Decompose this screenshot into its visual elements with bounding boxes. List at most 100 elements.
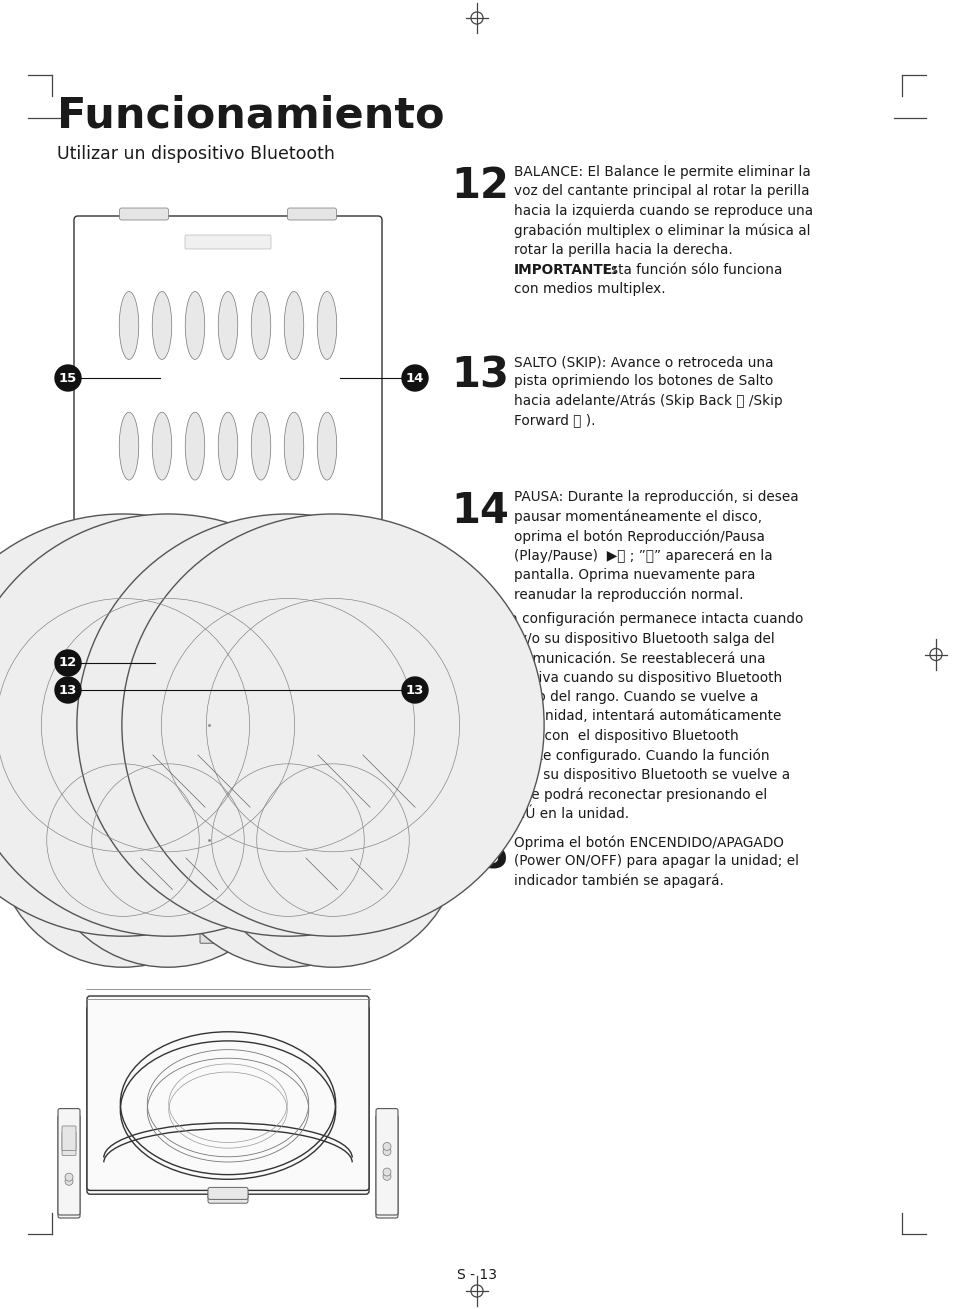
Circle shape bbox=[55, 365, 81, 391]
Ellipse shape bbox=[251, 292, 271, 360]
FancyBboxPatch shape bbox=[58, 1109, 80, 1215]
Text: hacia adelante/Atrás (Skip Back ⏮ /Skip: hacia adelante/Atrás (Skip Back ⏮ /Skip bbox=[514, 394, 781, 408]
Text: indicador también se apagará.: indicador también se apagará. bbox=[514, 874, 723, 889]
Circle shape bbox=[401, 677, 428, 703]
Text: pausar momentáneamente el disco,: pausar momentáneamente el disco, bbox=[514, 509, 761, 524]
Text: Utilizar un dispositivo Bluetooth: Utilizar un dispositivo Bluetooth bbox=[57, 145, 335, 164]
FancyBboxPatch shape bbox=[185, 236, 271, 249]
Text: BALANCE: El Balance le permite eliminar la: BALANCE: El Balance le permite eliminar … bbox=[514, 165, 810, 179]
Text: 14: 14 bbox=[405, 372, 424, 385]
Ellipse shape bbox=[317, 579, 336, 620]
FancyBboxPatch shape bbox=[87, 1007, 369, 1194]
Text: (Power ON/OFF) para apagar la unidad; el: (Power ON/OFF) para apagar la unidad; el bbox=[514, 855, 799, 868]
Ellipse shape bbox=[284, 652, 303, 692]
Ellipse shape bbox=[152, 292, 172, 360]
Text: 15: 15 bbox=[59, 372, 77, 385]
FancyBboxPatch shape bbox=[185, 545, 271, 559]
Text: hacia la izquierda cuando se reproduce una: hacia la izquierda cuando se reproduce u… bbox=[514, 204, 812, 219]
Text: voz del cantante principal al rotar la perilla: voz del cantante principal al rotar la p… bbox=[514, 185, 809, 199]
Text: Nota:: Nota: bbox=[451, 613, 493, 626]
Text: La configuración permanece intacta cuando: La configuración permanece intacta cuand… bbox=[493, 613, 802, 627]
Ellipse shape bbox=[251, 412, 271, 480]
Text: 13: 13 bbox=[451, 355, 509, 397]
Circle shape bbox=[0, 713, 250, 967]
Ellipse shape bbox=[185, 292, 205, 360]
Text: encender la unidad, intentará automáticamente: encender la unidad, intentará automática… bbox=[451, 709, 781, 724]
Circle shape bbox=[122, 514, 543, 936]
Circle shape bbox=[382, 1168, 391, 1175]
FancyBboxPatch shape bbox=[58, 1115, 80, 1217]
FancyBboxPatch shape bbox=[87, 996, 369, 1190]
Text: Oprima el botón ENCENDIDO/APAGADO: Oprima el botón ENCENDIDO/APAGADO bbox=[514, 835, 783, 850]
Ellipse shape bbox=[218, 292, 237, 360]
Ellipse shape bbox=[152, 579, 172, 620]
FancyBboxPatch shape bbox=[200, 737, 255, 944]
Circle shape bbox=[77, 514, 498, 936]
Ellipse shape bbox=[251, 579, 271, 620]
Ellipse shape bbox=[119, 652, 138, 692]
Text: 12: 12 bbox=[59, 657, 77, 669]
Ellipse shape bbox=[119, 579, 138, 620]
Ellipse shape bbox=[284, 579, 303, 620]
Text: rotar la perilla hacia la derecha.: rotar la perilla hacia la derecha. bbox=[514, 243, 732, 257]
FancyBboxPatch shape bbox=[119, 518, 169, 530]
FancyBboxPatch shape bbox=[62, 1126, 76, 1151]
Circle shape bbox=[382, 1148, 391, 1156]
Text: 13: 13 bbox=[405, 683, 424, 696]
Text: SALTO (SKIP): Avance o retroceda una: SALTO (SKIP): Avance o retroceda una bbox=[514, 355, 773, 369]
Ellipse shape bbox=[185, 579, 205, 620]
Text: conexión activa cuando su dispositivo Bluetooth: conexión activa cuando su dispositivo Bl… bbox=[451, 670, 781, 685]
Text: Bluetooth de su dispositivo Bluetooth se vuelve a: Bluetooth de su dispositivo Bluetooth se… bbox=[451, 768, 789, 781]
FancyBboxPatch shape bbox=[208, 1187, 248, 1199]
Text: Forward ⏭ ).: Forward ⏭ ). bbox=[514, 414, 595, 428]
Text: 13: 13 bbox=[59, 683, 77, 696]
Text: reanudar la reproducción normal.: reanudar la reproducción normal. bbox=[514, 588, 742, 602]
Ellipse shape bbox=[251, 652, 271, 692]
Ellipse shape bbox=[152, 652, 172, 692]
Text: oprima el botón Reproducción/Pausa: oprima el botón Reproducción/Pausa bbox=[514, 529, 764, 543]
Ellipse shape bbox=[317, 412, 336, 480]
Circle shape bbox=[0, 514, 378, 936]
Ellipse shape bbox=[284, 412, 303, 480]
Circle shape bbox=[55, 651, 81, 675]
FancyBboxPatch shape bbox=[287, 208, 336, 220]
Text: 15: 15 bbox=[451, 835, 508, 877]
Circle shape bbox=[0, 514, 334, 936]
Ellipse shape bbox=[185, 652, 205, 692]
FancyBboxPatch shape bbox=[375, 1115, 397, 1217]
Ellipse shape bbox=[119, 292, 138, 360]
Text: recientemente configurado. Cuando la función: recientemente configurado. Cuando la fun… bbox=[451, 749, 769, 763]
Circle shape bbox=[65, 1177, 73, 1185]
Text: encender, se podrá reconectar presionando el: encender, se podrá reconectar presionand… bbox=[451, 788, 766, 802]
Ellipse shape bbox=[218, 579, 237, 620]
Ellipse shape bbox=[317, 652, 336, 692]
Text: S - 13: S - 13 bbox=[456, 1268, 497, 1282]
Text: vuelva dentro del rango. Cuando se vuelve a: vuelva dentro del rango. Cuando se vuelv… bbox=[451, 690, 758, 704]
FancyBboxPatch shape bbox=[74, 526, 381, 844]
Ellipse shape bbox=[317, 292, 336, 360]
Ellipse shape bbox=[218, 412, 237, 480]
Text: IMPORTANTE:: IMPORTANTE: bbox=[514, 263, 618, 276]
Text: grabación multiplex o eliminar la música al: grabación multiplex o eliminar la música… bbox=[514, 224, 810, 238]
Text: pantalla. Oprima nuevamente para: pantalla. Oprima nuevamente para bbox=[514, 568, 755, 583]
Text: PAUSA: Durante la reproducción, si desea: PAUSA: Durante la reproducción, si desea bbox=[514, 490, 798, 504]
Circle shape bbox=[382, 1173, 391, 1181]
FancyBboxPatch shape bbox=[375, 1109, 397, 1215]
Text: la unidad y/o su dispositivo Bluetooth salga del: la unidad y/o su dispositivo Bluetooth s… bbox=[451, 631, 774, 645]
Text: rango de comunicación. Se reestablecerá una: rango de comunicación. Se reestablecerá … bbox=[451, 651, 764, 665]
Circle shape bbox=[206, 713, 459, 967]
Text: pista oprimiendo los botones de Salto: pista oprimiendo los botones de Salto bbox=[514, 374, 773, 389]
Ellipse shape bbox=[218, 652, 237, 692]
FancyBboxPatch shape bbox=[200, 555, 255, 895]
Ellipse shape bbox=[152, 412, 172, 480]
Text: Esta función sólo funciona: Esta función sólo funciona bbox=[598, 263, 781, 276]
FancyBboxPatch shape bbox=[119, 208, 169, 220]
Circle shape bbox=[41, 713, 294, 967]
Text: 12: 12 bbox=[451, 165, 508, 207]
FancyBboxPatch shape bbox=[74, 216, 381, 545]
Circle shape bbox=[161, 713, 415, 967]
Circle shape bbox=[55, 677, 81, 703]
Text: (Play/Pause)  ▶⏸ ; ”⏸” aparecerá en la: (Play/Pause) ▶⏸ ; ”⏸” aparecerá en la bbox=[514, 548, 772, 563]
Ellipse shape bbox=[185, 412, 205, 480]
Circle shape bbox=[401, 365, 428, 391]
